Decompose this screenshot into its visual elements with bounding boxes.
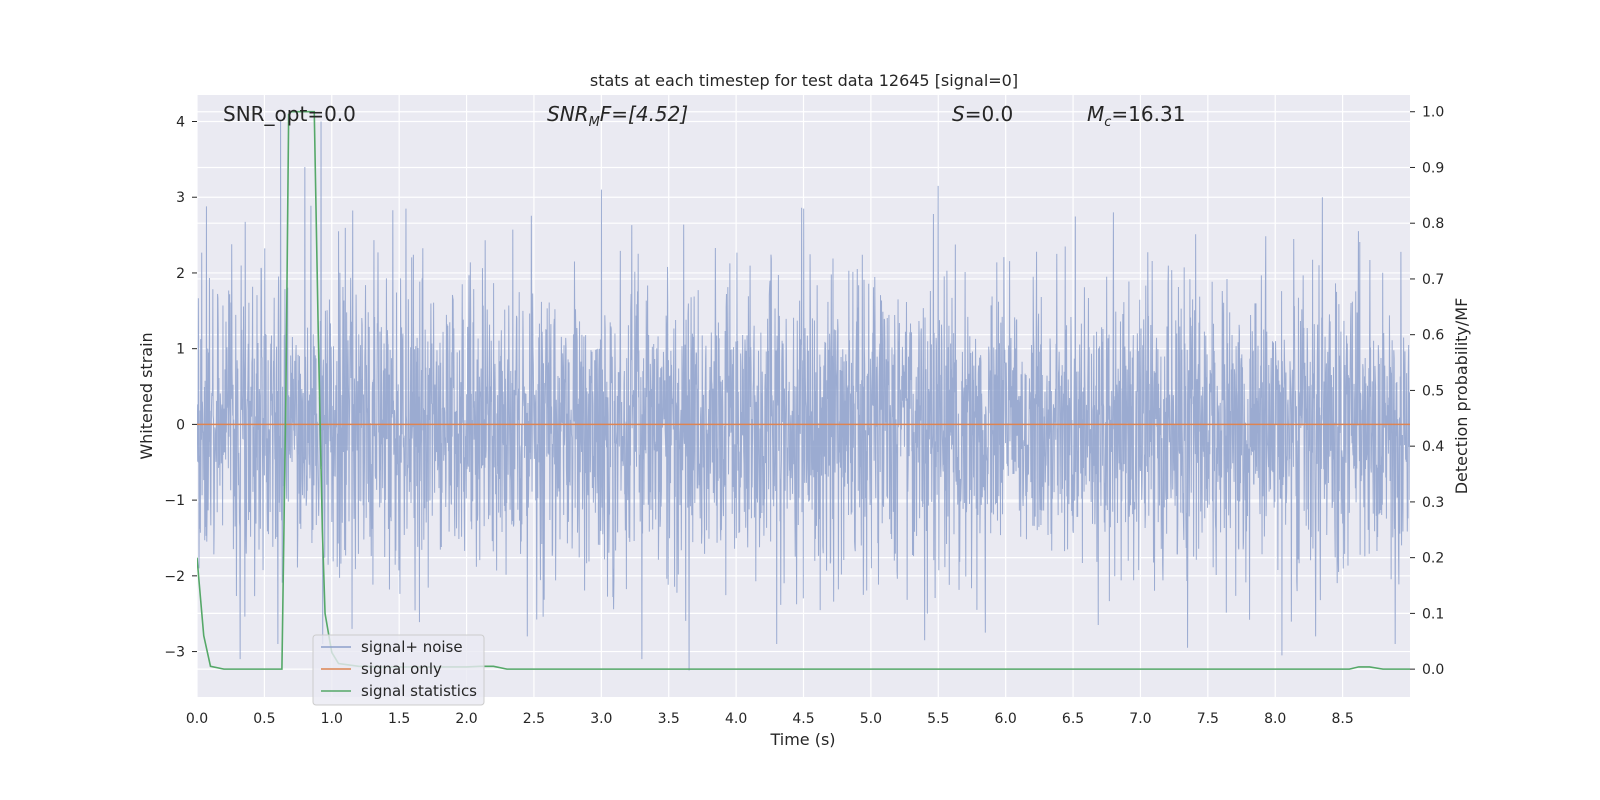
x-tick-label: 5.0 <box>860 711 882 727</box>
y2-tick-label: 0.2 <box>1422 551 1444 567</box>
y-tick-label: −3 <box>164 645 185 661</box>
x-tick-label: 3.0 <box>590 711 612 727</box>
x-tick-label: 1.5 <box>388 711 410 727</box>
legend-box <box>312 634 485 706</box>
x-tick-label: 0.5 <box>253 711 275 727</box>
y-tick-label: 3 <box>176 190 185 206</box>
y-tick-label: −2 <box>164 569 185 585</box>
y2-axis-label: Detection probability/MF <box>1452 298 1471 495</box>
x-tick-label: 5.5 <box>927 711 949 727</box>
x-tick-label: 4.5 <box>792 711 814 727</box>
annotation-mc: Mc=16.31 <box>1087 102 1185 130</box>
x-tick-label: 7.5 <box>1197 711 1219 727</box>
legend-label-signal-noise: signal+ noise <box>361 638 463 656</box>
legend-label-signal-statistics: signal statistics <box>361 682 477 700</box>
y2-tick-label: 0.8 <box>1422 216 1444 232</box>
y2-tick-label: 0.1 <box>1422 606 1444 622</box>
legend-label-signal-only: signal only <box>361 660 442 678</box>
y2-tick-label: 0.5 <box>1422 383 1444 399</box>
series-signal-noise <box>197 121 1410 671</box>
annotation-s: S=0.0 <box>952 102 1013 126</box>
legend: signal+ noise signal only signal statist… <box>312 634 485 706</box>
x-tick-label: 6.5 <box>1062 711 1084 727</box>
y-tick-label: 2 <box>176 266 185 282</box>
y-axis-right: 0.0 0.1 0.2 0.3 0.4 0.5 0.6 0.7 0.8 0.9 1.0 <box>1410 105 1444 678</box>
y-tick-label: 1 <box>176 342 185 358</box>
x-tick-label: 4.0 <box>725 711 747 727</box>
y2-tick-label: 0.9 <box>1422 160 1444 176</box>
x-tick-label: 3.5 <box>658 711 680 727</box>
x-tick-label: 1.0 <box>321 711 343 727</box>
x-tick-label: 8.5 <box>1331 711 1353 727</box>
x-tick-label: 8.0 <box>1264 711 1286 727</box>
annotation-snr-mf: SNRMF=[4.52] <box>547 102 688 130</box>
annotations: SNR_opt=0.0 SNRMF=[4.52] S=0.0 Mc=16.31 <box>223 102 1185 130</box>
y-tick-label: 4 <box>176 115 185 131</box>
x-tick-label: 2.0 <box>455 711 477 727</box>
x-tick-label: 7.0 <box>1129 711 1151 727</box>
y-tick-label: 0 <box>176 417 185 433</box>
y2-tick-label: 0.6 <box>1422 328 1444 344</box>
x-axis-label: Time (s) <box>769 730 835 749</box>
y2-tick-label: 0.4 <box>1422 439 1444 455</box>
annotation-snr-opt: SNR_opt=0.0 <box>223 102 356 126</box>
y-axis-left: −3 −2 −1 0 1 2 3 4 <box>164 115 197 661</box>
x-axis: 0.0 0.5 1.0 1.5 2.0 2.5 3.0 3.5 4.0 4.5 5.0 5.5 6.0 6… <box>186 711 1354 727</box>
y2-tick-label: 0.3 <box>1422 495 1444 511</box>
y2-tick-label: 0.0 <box>1422 662 1444 678</box>
y2-tick-label: 1.0 <box>1422 105 1444 121</box>
chart-title: stats at each timestep for test data 126… <box>590 71 1018 90</box>
x-tick-label: 2.5 <box>523 711 545 727</box>
y-tick-label: −1 <box>164 493 185 509</box>
x-tick-label: 0.0 <box>186 711 208 727</box>
y-axis-label: Whitened strain <box>137 332 156 459</box>
y2-tick-label: 0.7 <box>1422 272 1444 288</box>
x-tick-label: 6.0 <box>995 711 1017 727</box>
